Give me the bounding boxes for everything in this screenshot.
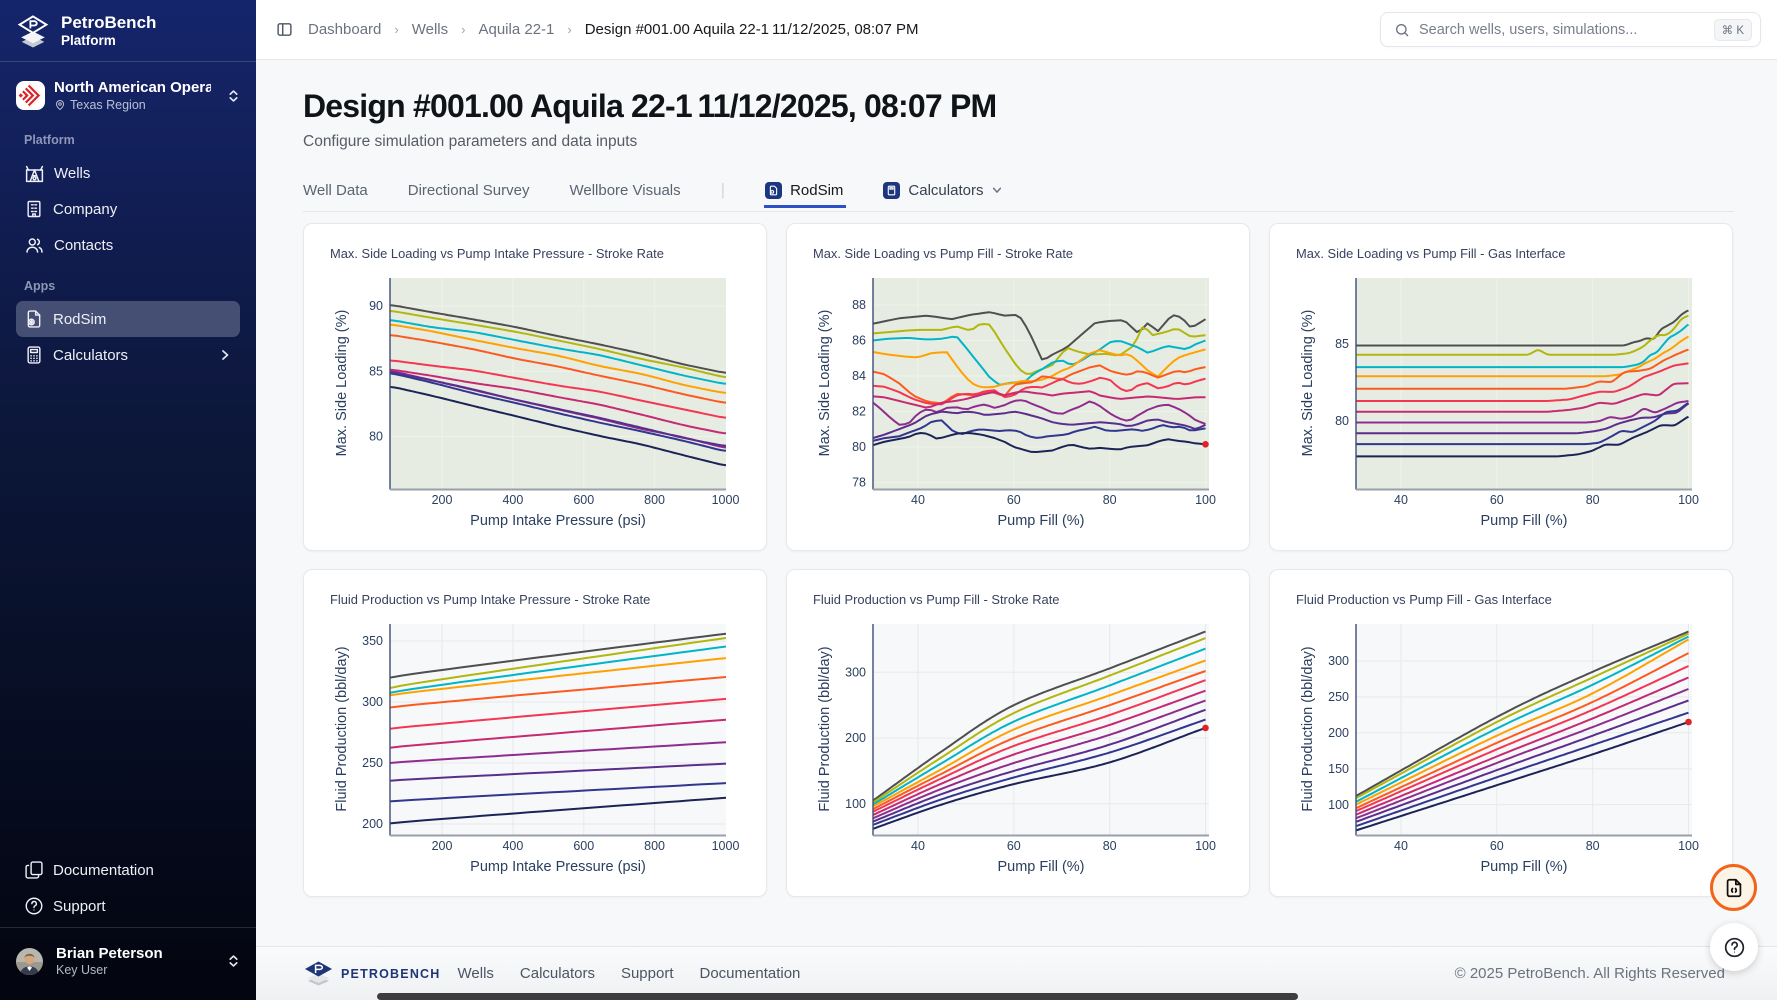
- svg-text:86: 86: [852, 334, 866, 348]
- svg-text:88: 88: [852, 298, 866, 312]
- svg-text:60: 60: [1490, 493, 1504, 507]
- svg-text:84: 84: [852, 369, 866, 383]
- svg-text:80: 80: [1103, 493, 1117, 507]
- svg-text:1000: 1000: [712, 493, 740, 507]
- svg-text:250: 250: [1328, 690, 1349, 704]
- svg-text:300: 300: [845, 666, 866, 680]
- svg-text:80: 80: [852, 440, 866, 454]
- svg-text:40: 40: [1394, 493, 1408, 507]
- svg-text:600: 600: [573, 493, 594, 507]
- svg-text:60: 60: [1490, 839, 1504, 853]
- svg-text:350: 350: [362, 634, 383, 648]
- svg-text:100: 100: [845, 797, 866, 811]
- svg-text:600: 600: [573, 839, 594, 853]
- svg-text:Fluid Production (bbl/day): Fluid Production (bbl/day): [334, 646, 350, 811]
- svg-text:60: 60: [1007, 493, 1021, 507]
- svg-text:100: 100: [1195, 839, 1216, 853]
- svg-text:85: 85: [1335, 337, 1349, 351]
- svg-text:78: 78: [852, 476, 866, 490]
- svg-text:Fluid Production (bbl/day): Fluid Production (bbl/day): [817, 646, 833, 811]
- svg-text:Max. Side Loading (%): Max. Side Loading (%): [817, 310, 833, 457]
- svg-text:Max. Side Loading (%): Max. Side Loading (%): [334, 310, 350, 457]
- svg-text:80: 80: [1586, 839, 1600, 853]
- svg-text:82: 82: [852, 405, 866, 419]
- svg-text:Pump Fill (%): Pump Fill (%): [1480, 513, 1567, 529]
- svg-text:100: 100: [1328, 798, 1349, 812]
- svg-text:40: 40: [911, 839, 925, 853]
- svg-text:100: 100: [1678, 839, 1699, 853]
- svg-text:40: 40: [911, 493, 925, 507]
- svg-text:Fluid Production (bbl/day): Fluid Production (bbl/day): [1300, 646, 1316, 811]
- svg-text:80: 80: [1103, 839, 1117, 853]
- svg-text:1000: 1000: [712, 839, 740, 853]
- svg-text:100: 100: [1678, 493, 1699, 507]
- svg-text:80: 80: [1586, 493, 1600, 507]
- svg-text:Pump Intake Pressure (psi): Pump Intake Pressure (psi): [470, 859, 646, 875]
- svg-text:80: 80: [1335, 414, 1349, 428]
- svg-text:300: 300: [1328, 654, 1349, 668]
- svg-text:40: 40: [1394, 839, 1408, 853]
- svg-text:100: 100: [1195, 493, 1216, 507]
- svg-text:200: 200: [432, 493, 453, 507]
- svg-text:150: 150: [1328, 762, 1349, 776]
- svg-text:Pump Fill (%): Pump Fill (%): [997, 859, 1084, 875]
- svg-text:85: 85: [369, 364, 383, 378]
- svg-text:80: 80: [369, 430, 383, 444]
- svg-text:300: 300: [362, 695, 383, 709]
- svg-text:200: 200: [1328, 726, 1349, 740]
- svg-text:Pump Intake Pressure (psi): Pump Intake Pressure (psi): [470, 513, 646, 529]
- svg-text:200: 200: [845, 731, 866, 745]
- svg-text:Pump Fill (%): Pump Fill (%): [1480, 859, 1567, 875]
- svg-text:Max. Side Loading (%): Max. Side Loading (%): [1300, 310, 1316, 457]
- svg-text:90: 90: [369, 299, 383, 313]
- svg-text:400: 400: [502, 493, 523, 507]
- svg-text:200: 200: [362, 817, 383, 831]
- svg-text:400: 400: [502, 839, 523, 853]
- svg-text:60: 60: [1007, 839, 1021, 853]
- svg-text:200: 200: [432, 839, 453, 853]
- svg-text:800: 800: [644, 493, 665, 507]
- svg-text:Pump Fill (%): Pump Fill (%): [997, 513, 1084, 529]
- svg-text:800: 800: [644, 839, 665, 853]
- svg-text:250: 250: [362, 756, 383, 770]
